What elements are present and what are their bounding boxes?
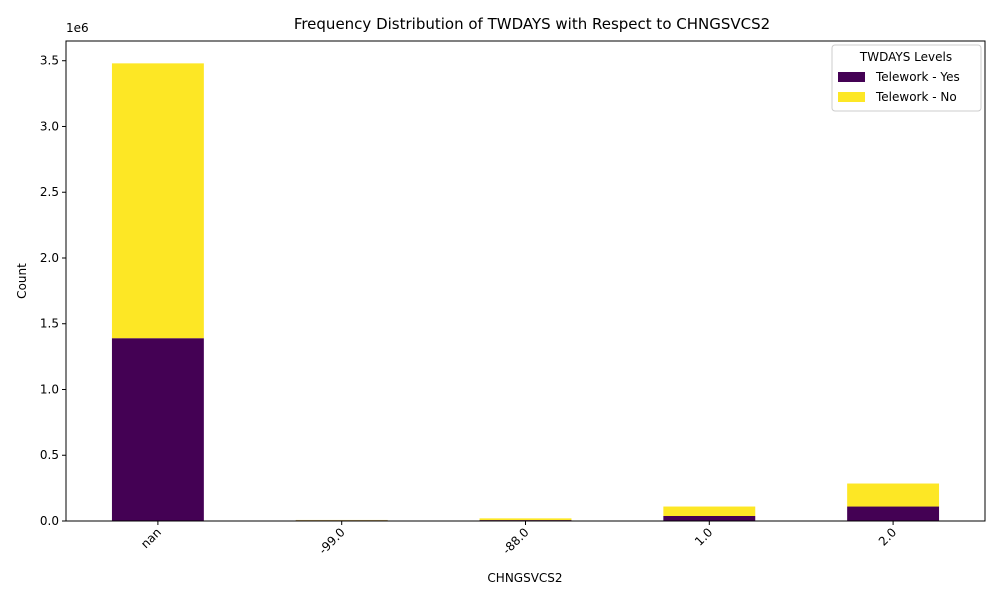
- bar-no-2: [479, 518, 572, 521]
- plot-frame: [65, 40, 986, 522]
- y-tick-label: 3.5: [40, 54, 59, 68]
- y-tick-label: 0.5: [40, 448, 59, 462]
- x-axis-label: CHNGSVCS2: [487, 571, 562, 585]
- legend-items: Telework - Yes Telework - No: [838, 70, 960, 104]
- legend: TWDAYS Levels Telework - Yes Telework - N…: [831, 44, 982, 112]
- bar-no-0: [111, 63, 204, 339]
- x-tick-label: 2.0: [876, 525, 899, 548]
- bar-yes-0: [111, 338, 204, 521]
- y-tick-label: 2.5: [40, 185, 59, 199]
- legend-label: Telework - Yes: [875, 70, 960, 84]
- y-axis-label: Count: [15, 263, 29, 299]
- bar-no-4: [847, 483, 940, 507]
- legend-title: TWDAYS Levels: [859, 50, 952, 64]
- y-axis-offset-text: 1e6: [66, 21, 89, 35]
- y-axis-ticks: 0.0 0.5 1.0 1.5 2.0 2.5 3.0 3.5: [40, 54, 66, 528]
- y-tick-label: 1.5: [40, 317, 59, 331]
- x-tick-label: -88.0: [500, 525, 532, 557]
- legend-label: Telework - No: [875, 90, 957, 104]
- y-tick-label: 0.0: [40, 514, 59, 528]
- y-tick-label: 3.0: [40, 119, 59, 133]
- x-tick-label: nan: [138, 525, 164, 551]
- legend-swatch: [838, 92, 865, 102]
- bar-yes-4: [847, 506, 940, 521]
- legend-swatch: [838, 72, 865, 82]
- x-axis-ticks: nan -99.0 -88.0 1.0 2.0: [138, 521, 899, 557]
- bar-yes-3: [663, 516, 756, 521]
- y-tick-label: 2.0: [40, 251, 59, 265]
- y-tick-label: 1.0: [40, 382, 59, 396]
- chart-title: Frequency Distribution of TWDAYS with Re…: [294, 15, 770, 33]
- x-tick-label: 1.0: [692, 525, 715, 548]
- bars-group: [111, 63, 940, 521]
- bar-no-3: [663, 506, 756, 517]
- x-tick-label: -99.0: [316, 525, 348, 557]
- legend-frame: [831, 44, 982, 112]
